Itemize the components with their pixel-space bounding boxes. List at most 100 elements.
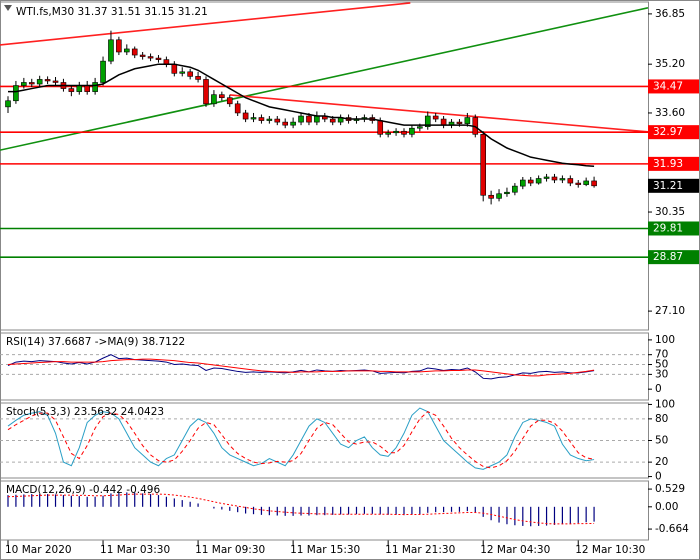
candle-body	[329, 118, 336, 123]
header-part: 38.7122	[142, 336, 185, 348]
x-tick-label: 12 Mar 10:30	[575, 544, 645, 556]
candle-body	[535, 178, 542, 184]
header-icon	[4, 5, 12, 11]
candle-body	[211, 94, 217, 105]
level-label: 31.93	[653, 158, 683, 170]
candle-body	[527, 179, 534, 184]
candle-body	[195, 76, 201, 80]
candle-body	[519, 179, 526, 187]
candle-body	[44, 79, 51, 82]
indicator-line	[7, 493, 595, 525]
y-tick-label: 20	[655, 456, 668, 468]
candle-body	[139, 54, 146, 57]
candle-body	[147, 56, 154, 59]
candle-body	[116, 39, 122, 53]
candle-body	[543, 176, 550, 179]
candle-body	[401, 130, 407, 135]
candle-body	[377, 120, 384, 135]
level-tag	[648, 221, 699, 236]
moving-average	[8, 63, 595, 168]
candle-body	[28, 82, 35, 85]
x-tick-label: 12 Mar 04:30	[480, 544, 550, 556]
candle-body	[306, 115, 312, 123]
panel-header: RSI(14) 37.6687 ->MA(9) 38.7122	[6, 336, 185, 348]
indicator-line	[7, 407, 595, 470]
y-tick-label: 70	[655, 349, 668, 361]
candle-body	[583, 180, 589, 185]
candle-body	[504, 191, 510, 195]
header-part: 37.6687	[48, 336, 91, 348]
x-tick-label: 11 Mar 15:30	[290, 544, 360, 556]
indicator-line	[7, 411, 595, 469]
candle-body	[464, 117, 471, 124]
header-part: -0.496	[126, 484, 160, 496]
candle-body	[274, 118, 281, 123]
trend-line	[229, 94, 648, 133]
candle-body	[234, 103, 241, 114]
candle-body	[219, 94, 225, 99]
candle-body	[100, 60, 106, 83]
header-part: 31.51	[111, 6, 141, 18]
candle-body	[409, 127, 415, 135]
candle-body	[108, 39, 114, 62]
y-tick-label: 80	[655, 413, 668, 425]
y-tick-label: 27.10	[655, 305, 685, 317]
y-tick-label: 33.60	[655, 107, 685, 119]
candle-body	[36, 79, 43, 85]
candle-body	[266, 118, 273, 121]
trend-line	[0, 7, 648, 151]
y-tick-label: 35.20	[655, 58, 685, 70]
y-tick-label: 50	[655, 359, 668, 371]
candle-body	[68, 88, 75, 92]
candle-body	[187, 71, 193, 77]
y-tick-label: 0.00	[655, 501, 678, 513]
candle-body	[591, 180, 597, 187]
y-tick-label: -0.664	[655, 523, 689, 535]
last-price-label: 31.21	[653, 180, 683, 192]
candle-body	[21, 82, 27, 86]
candle-body	[559, 178, 566, 181]
y-tick-label: 36.85	[655, 8, 685, 20]
candle-body	[124, 48, 130, 53]
candle-body	[488, 194, 494, 199]
candle-body	[92, 82, 98, 92]
y-tick-label: 0.529	[655, 483, 685, 495]
candle-body	[480, 133, 487, 196]
candle-body	[5, 100, 11, 108]
y-tick-label: 50	[655, 435, 668, 447]
candle-body	[76, 85, 83, 92]
candle-body	[393, 130, 399, 134]
y-tick-label: 0	[655, 471, 662, 483]
indicator-line	[7, 358, 595, 377]
header-part: WTI.fs,M30	[16, 6, 74, 18]
header-part: RSI(14)	[6, 336, 45, 348]
header-part: -0.442	[89, 484, 123, 496]
header-part: Stoch(5,3,3)	[6, 406, 71, 418]
candle-body	[432, 115, 439, 120]
candle-body	[567, 178, 574, 184]
level-label: 28.87	[653, 251, 683, 263]
trend-line	[0, 2, 411, 46]
candle-body	[551, 176, 558, 181]
header-part: ->MA(9)	[95, 336, 139, 348]
candle-body	[203, 79, 209, 105]
candle-body	[242, 112, 249, 120]
candle-body	[496, 193, 502, 199]
level-tag	[648, 156, 699, 171]
candle-body	[314, 115, 320, 123]
candle-body	[171, 63, 178, 74]
level-label: 32.97	[653, 126, 683, 138]
candle-body	[155, 57, 162, 60]
candle-body	[84, 85, 90, 92]
panel-frame	[0, 480, 649, 541]
x-tick-label: 11 Mar 09:30	[195, 544, 265, 556]
panel-header: MACD(12,26,9) -0.442 -0.496	[6, 484, 160, 496]
panel-frame	[0, 332, 649, 401]
y-tick-label: 30.35	[655, 206, 685, 218]
candle-body	[385, 132, 391, 135]
candle-body	[456, 121, 463, 124]
level-tag	[648, 79, 699, 94]
